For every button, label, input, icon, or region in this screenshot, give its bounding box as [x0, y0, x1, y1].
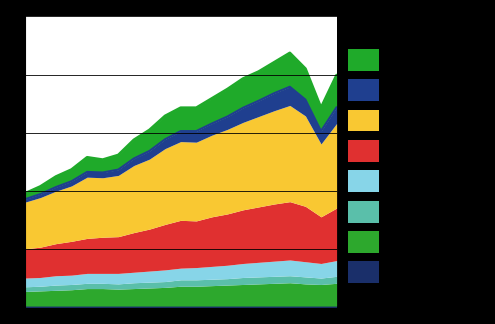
Bar — [348, 49, 379, 71]
Bar — [348, 170, 379, 192]
Bar — [348, 79, 379, 101]
Bar — [348, 261, 379, 283]
Bar — [348, 140, 379, 162]
Bar — [348, 231, 379, 253]
Bar — [348, 110, 379, 132]
Bar — [348, 201, 379, 223]
